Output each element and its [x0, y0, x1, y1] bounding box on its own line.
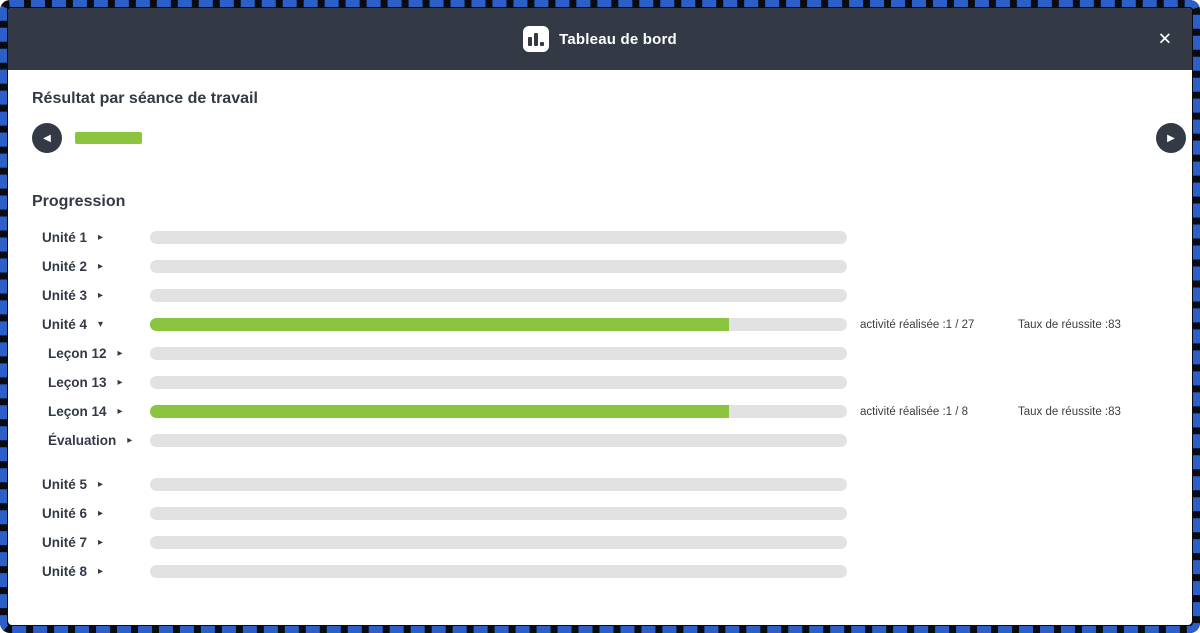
- chevron-right-icon: ▶: [1167, 132, 1175, 144]
- progress-track: [150, 565, 847, 578]
- close-icon[interactable]: ✕: [1157, 29, 1172, 49]
- progress-row: Leçon 14 ▸ activité réalisée :1 / 8 Taux…: [24, 397, 1176, 426]
- progress-row: Unité 4 ▾ activité réalisée :1 / 27 Taux…: [24, 310, 1176, 339]
- progress-row: Leçon 13 ▸: [24, 368, 1176, 397]
- row-label-cell[interactable]: Évaluation ▸: [24, 433, 150, 448]
- progress-row: Unité 2 ▸: [24, 252, 1176, 281]
- progress-track: [150, 478, 847, 491]
- row-label-cell[interactable]: Unité 3 ▸: [24, 288, 150, 303]
- results-section-title: Résultat par séance de travail: [32, 90, 258, 107]
- progress-row: Unité 3 ▸: [24, 281, 1176, 310]
- activity-text: activité réalisée :1 / 8: [860, 405, 969, 418]
- progress-track: [150, 507, 847, 520]
- row-label-cell[interactable]: Leçon 13 ▸: [24, 375, 150, 390]
- row-label-cell[interactable]: Leçon 12 ▸: [24, 346, 150, 361]
- row-label-cell[interactable]: Unité 5 ▸: [24, 477, 150, 492]
- progress-track: [150, 347, 847, 360]
- caret-icon[interactable]: ▸: [98, 536, 104, 548]
- caret-icon[interactable]: ▸: [117, 376, 123, 388]
- progress-row: Leçon 12 ▸: [24, 339, 1176, 368]
- progress-track: [150, 536, 847, 549]
- row-label: Unité 1: [42, 230, 88, 245]
- progress-row: Évaluation ▸: [24, 426, 1176, 455]
- caret-icon[interactable]: ▸: [98, 565, 104, 577]
- row-label-cell[interactable]: Leçon 14 ▸: [24, 404, 150, 419]
- caret-icon[interactable]: ▸: [127, 434, 133, 446]
- row-label: Unité 6: [42, 506, 88, 521]
- row-label: Leçon 13: [48, 375, 107, 390]
- success-text: Taux de réussite :83: [1018, 318, 1121, 331]
- progression-rows: Unité 1 ▸ Unité 2 ▸ Unité 3 ▸ Unité 4: [24, 223, 1176, 586]
- caret-icon[interactable]: ▸: [98, 231, 104, 243]
- progress-fill: [150, 405, 729, 418]
- progress-row: Unité 7 ▸: [24, 528, 1176, 557]
- activity-text: activité réalisée :1 / 27: [860, 318, 975, 331]
- header-title-group: Tableau de bord: [523, 26, 677, 52]
- dashboard-window: Tableau de bord ✕ Résultat par séance de…: [8, 8, 1192, 625]
- row-label-cell[interactable]: Unité 1 ▸: [24, 230, 150, 245]
- progress-row: Unité 6 ▸: [24, 499, 1176, 528]
- progress-row: Unité 1 ▸: [24, 223, 1176, 252]
- row-label: Unité 7: [42, 535, 88, 550]
- caret-icon[interactable]: ▸: [98, 507, 104, 519]
- progress-track: [150, 405, 847, 418]
- progress-row: Unité 5 ▸: [24, 470, 1176, 499]
- progress-track: [150, 231, 847, 244]
- success-text: Taux de réussite :83: [1018, 405, 1121, 418]
- progression-section-title: Progression: [32, 193, 126, 210]
- modal-header: Tableau de bord ✕: [8, 8, 1192, 70]
- caret-icon[interactable]: ▸: [98, 478, 104, 490]
- progress-row: Unité 8 ▸: [24, 557, 1176, 586]
- next-button[interactable]: ▶: [1156, 123, 1186, 153]
- progress-track: [150, 318, 847, 331]
- seance-carousel: ◀ ▶: [24, 123, 1186, 153]
- caret-icon[interactable]: ▸: [117, 347, 123, 359]
- seance-result-bar: [75, 132, 142, 144]
- progress-track: [150, 289, 847, 302]
- row-label: Leçon 12: [48, 346, 107, 361]
- dashboard-content: Résultat par séance de travail ◀ ▶ Progr…: [8, 70, 1192, 625]
- bar-chart-icon: [523, 26, 550, 52]
- row-label: Unité 5: [42, 477, 88, 492]
- progress-track: [150, 376, 847, 389]
- progress-track: [150, 260, 847, 273]
- caret-icon[interactable]: ▸: [117, 405, 123, 417]
- row-label-cell[interactable]: Unité 6 ▸: [24, 506, 150, 521]
- page-title: Tableau de bord: [559, 30, 677, 48]
- chevron-left-icon: ◀: [43, 132, 51, 144]
- caret-icon[interactable]: ▸: [98, 289, 104, 301]
- caret-icon[interactable]: ▸: [98, 260, 104, 272]
- row-label: Unité 8: [42, 564, 88, 579]
- row-label-cell[interactable]: Unité 4 ▾: [24, 317, 150, 332]
- row-label-cell[interactable]: Unité 8 ▸: [24, 564, 150, 579]
- caret-icon[interactable]: ▾: [98, 318, 104, 330]
- row-label: Évaluation: [48, 433, 117, 448]
- row-label-cell[interactable]: Unité 2 ▸: [24, 259, 150, 274]
- progress-track: [150, 434, 847, 447]
- row-label: Unité 4: [42, 317, 88, 332]
- row-label-cell[interactable]: Unité 7 ▸: [24, 535, 150, 550]
- row-label: Unité 2: [42, 259, 88, 274]
- prev-button[interactable]: ◀: [32, 123, 62, 153]
- row-label: Leçon 14: [48, 404, 107, 419]
- row-label: Unité 3: [42, 288, 88, 303]
- progress-fill: [150, 318, 729, 331]
